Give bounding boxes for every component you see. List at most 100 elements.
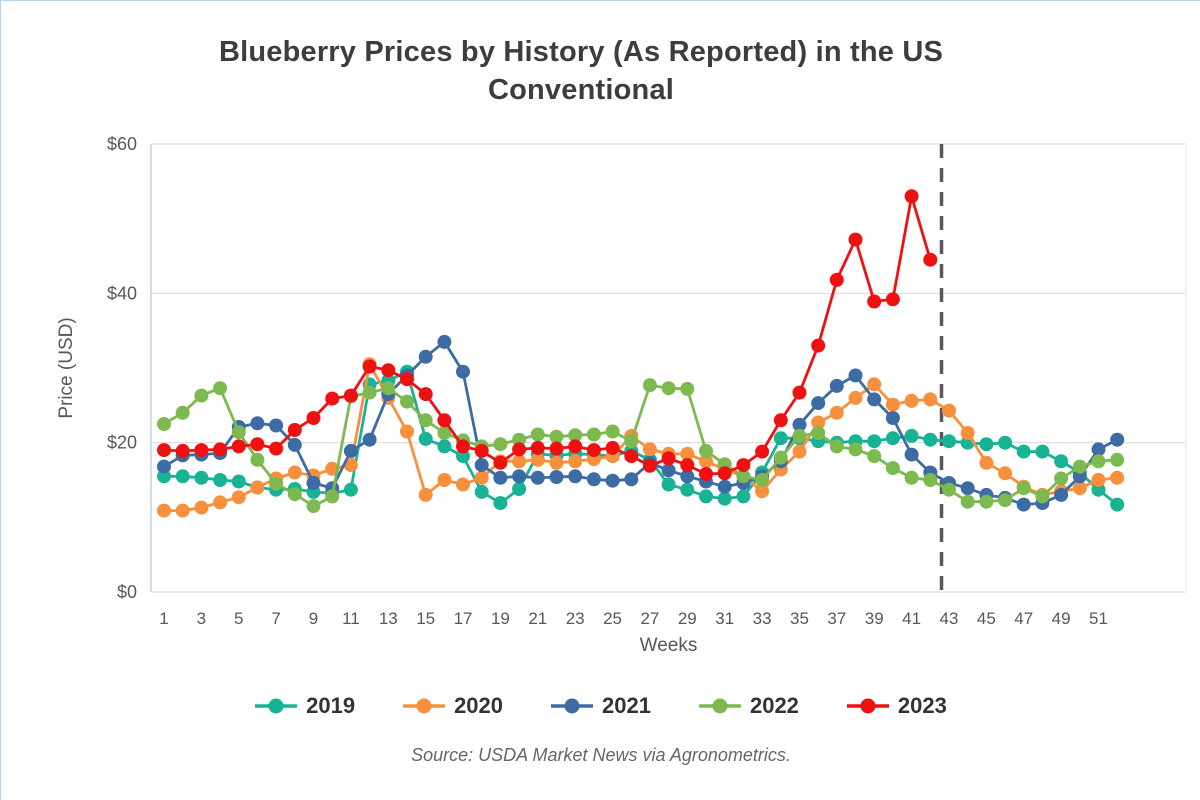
point-2020-w8 <box>287 465 302 480</box>
x-tick-label-19: 19 <box>491 609 510 628</box>
point-2020-w41 <box>904 393 919 408</box>
point-2022-w20 <box>512 432 527 447</box>
point-2019-w51 <box>1091 482 1106 497</box>
point-2023-w3 <box>194 443 209 458</box>
legend-label-2020: 2020 <box>454 693 504 718</box>
x-tick-label-51: 51 <box>1089 609 1108 628</box>
point-2022-w28 <box>661 381 676 396</box>
point-2020-w2 <box>175 503 190 518</box>
point-2022-w8 <box>287 487 302 502</box>
point-2020-w21 <box>530 452 545 467</box>
point-2023-w34 <box>773 413 788 428</box>
point-2020-w27 <box>642 442 657 457</box>
point-2019-w40 <box>885 431 900 446</box>
point-2019-w52 <box>1110 497 1125 512</box>
x-tick-label-7: 7 <box>271 609 280 628</box>
point-2019-w15 <box>418 431 433 446</box>
point-2019-w16 <box>437 439 452 454</box>
x-tick-label-27: 27 <box>640 609 659 628</box>
point-2019-w45 <box>979 437 994 452</box>
point-2023-w38 <box>848 232 863 247</box>
point-2021-w1 <box>157 459 171 474</box>
point-2022-w19 <box>493 437 508 452</box>
point-2021-w22 <box>549 470 564 484</box>
point-2022-w37 <box>829 439 844 454</box>
point-2023-w32 <box>736 458 751 473</box>
point-2023-w13 <box>381 363 396 378</box>
point-2022-w36 <box>811 426 826 440</box>
point-2021-w44 <box>960 481 975 496</box>
chart-legend: 2019 2020 2021 2022 2023 <box>1 693 1200 719</box>
y-tick-label-40: $40 <box>107 283 137 303</box>
point-2022-w25 <box>605 424 620 439</box>
x-tick-label-45: 45 <box>977 609 996 628</box>
point-2020-w18 <box>474 470 489 485</box>
point-2021-w8 <box>287 437 302 452</box>
point-2021-w20 <box>512 469 527 484</box>
point-2022-w12 <box>362 385 377 400</box>
legend-item-2023[interactable]: 2023 <box>846 693 947 719</box>
point-2022-w5 <box>231 425 246 440</box>
legend-item-2019[interactable]: 2019 <box>255 693 355 719</box>
point-2019-w48 <box>1035 444 1050 459</box>
point-2021-w41 <box>904 447 919 462</box>
point-2023-w1 <box>157 443 171 458</box>
point-2020-w22 <box>549 455 564 470</box>
point-2023-w26 <box>624 449 639 464</box>
point-2020-w35 <box>792 444 807 459</box>
series-2022-line <box>162 383 1119 508</box>
chart-title-line2: Conventional <box>487 74 675 106</box>
legend-marker-2020 <box>403 698 446 714</box>
series-2023-points <box>157 189 938 481</box>
point-2022-w41 <box>904 470 919 485</box>
point-2022-w15 <box>418 413 433 428</box>
point-2021-w7 <box>269 418 284 433</box>
legend-item-2020[interactable]: 2020 <box>403 693 503 719</box>
point-2020-w30 <box>699 454 713 469</box>
point-2019-w39 <box>867 434 882 449</box>
point-2020-w3 <box>194 500 209 515</box>
point-2023-w33 <box>755 444 770 459</box>
point-2021-w37 <box>829 378 844 393</box>
point-2020-w29 <box>680 446 695 461</box>
point-2021-w29 <box>680 469 695 484</box>
chart-title: Blueberry Prices by History (As Reported… <box>1 33 1161 109</box>
x-tick-label-13: 13 <box>379 609 398 628</box>
legend-item-2021[interactable]: 2021 <box>551 693 651 719</box>
point-2022-w13 <box>381 381 396 396</box>
point-2019-w34 <box>773 431 788 446</box>
point-2022-w44 <box>960 494 975 509</box>
point-2020-w38 <box>848 390 863 405</box>
point-2021-w26 <box>624 472 639 487</box>
point-2019-w20 <box>512 482 527 496</box>
x-tick-label-5: 5 <box>234 609 243 628</box>
point-2021-w17 <box>456 364 470 379</box>
point-2019-w30 <box>699 489 713 504</box>
point-2023-w37 <box>829 272 844 287</box>
legend-item-2022[interactable]: 2022 <box>698 693 799 719</box>
point-2022-w16 <box>437 426 452 440</box>
point-2021-w6 <box>250 416 265 431</box>
point-2022-w40 <box>885 461 900 476</box>
point-2023-w7 <box>269 441 284 456</box>
point-2019-w41 <box>904 428 919 443</box>
point-2023-w16 <box>437 413 452 428</box>
point-2020-w42 <box>923 392 938 407</box>
y-tick-label-0: $0 <box>117 582 137 602</box>
point-2022-w4 <box>213 381 228 396</box>
point-2021-w12 <box>362 432 377 447</box>
point-2019-w3 <box>194 470 209 485</box>
point-2022-w47 <box>1016 481 1031 496</box>
legend-marker-2019 <box>255 698 298 714</box>
point-2019-w29 <box>680 482 695 497</box>
point-2020-w33 <box>755 484 770 499</box>
x-tick-label-23: 23 <box>566 609 585 628</box>
point-2022-w46 <box>998 493 1013 508</box>
point-2023-w42 <box>923 252 938 267</box>
x-tick-label-3: 3 <box>197 609 206 628</box>
y-tick-label-60: $60 <box>107 134 137 154</box>
point-2022-w6 <box>250 452 265 467</box>
point-2023-w10 <box>325 391 340 406</box>
point-2023-w15 <box>418 387 433 402</box>
point-2023-w25 <box>605 440 620 455</box>
